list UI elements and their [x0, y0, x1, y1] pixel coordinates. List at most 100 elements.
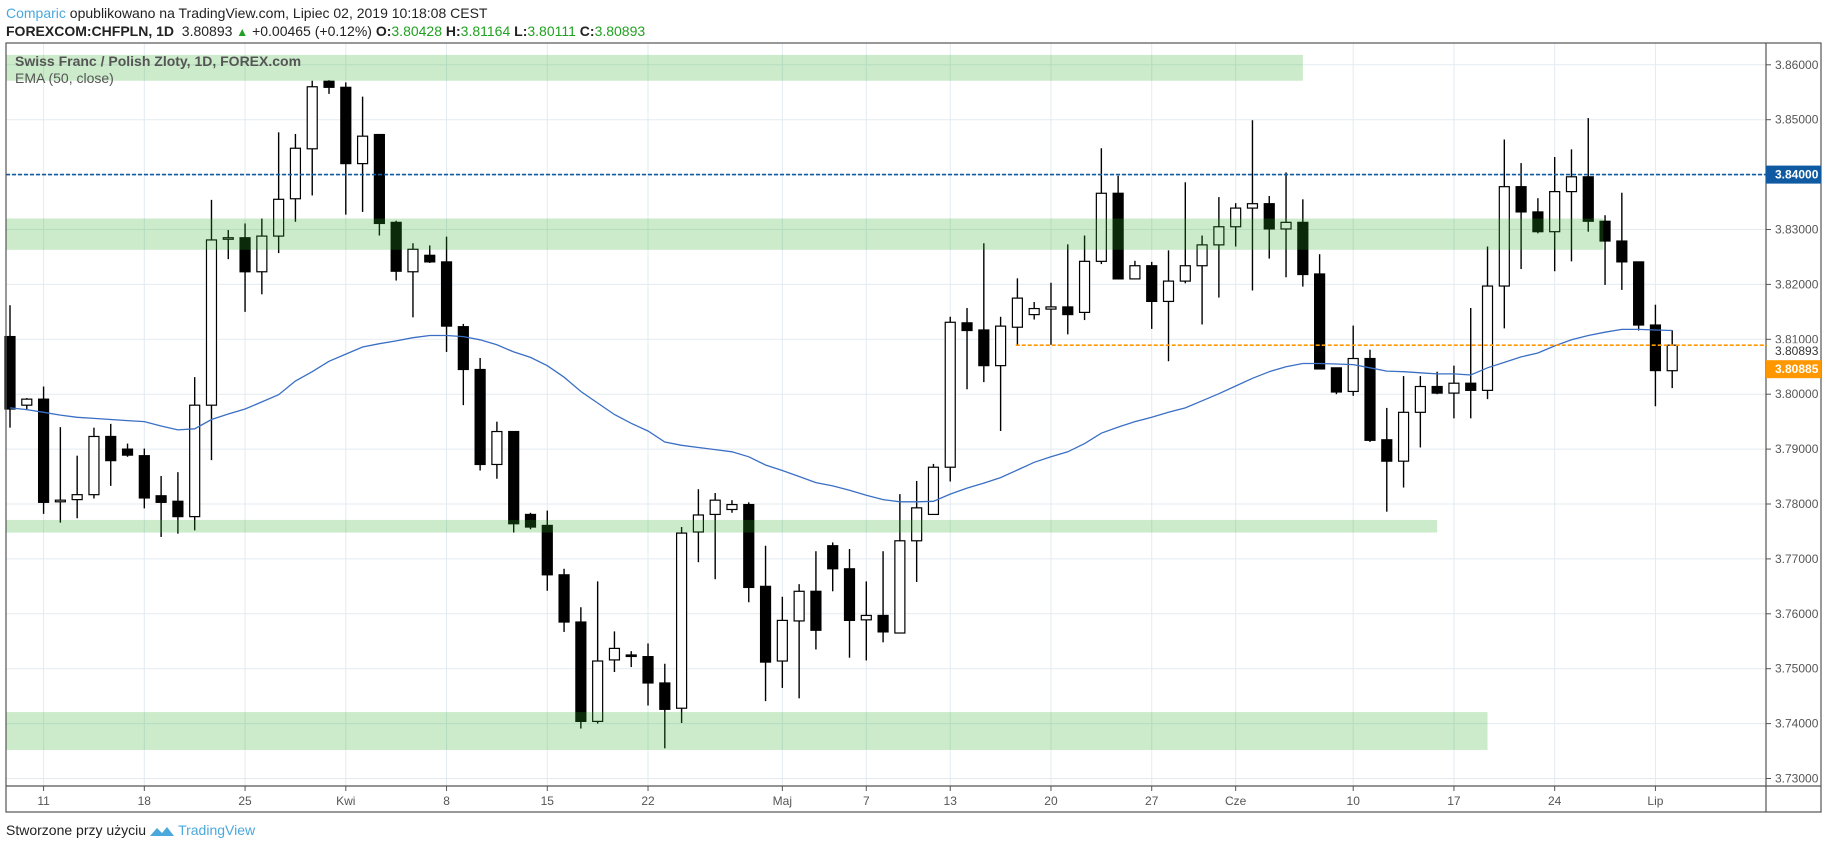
candle-down [508, 430, 520, 533]
candle-body [1582, 176, 1594, 222]
candle-down [440, 236, 453, 352]
candle-body [1448, 382, 1460, 394]
candle-body [1549, 191, 1561, 233]
candle-body [1666, 344, 1678, 372]
candle-up [894, 494, 906, 634]
candle-body [1213, 226, 1225, 246]
candle-up [407, 243, 419, 318]
candle-body [877, 614, 889, 633]
candle-down [1649, 304, 1662, 407]
publish-text: opublikowano na TradingView.com, Lipiec … [69, 5, 488, 21]
price-zone [6, 519, 1438, 533]
x-tick-label: 17 [1447, 794, 1461, 808]
candle-down [743, 502, 755, 603]
candle-down [1297, 199, 1309, 287]
line-price-label: 3.80893 [1775, 344, 1819, 358]
candle-up [1397, 376, 1410, 488]
x-tick-label: 13 [944, 794, 958, 808]
candle-body [575, 621, 587, 723]
candle-body [222, 237, 234, 240]
author-link[interactable]: Comparic [6, 5, 66, 21]
candle-down [575, 607, 587, 729]
candle-up [88, 427, 100, 499]
x-tick-label: 10 [1347, 794, 1361, 808]
candle-body [273, 198, 285, 237]
candle-body [1616, 240, 1628, 263]
candle-body [1381, 439, 1393, 462]
indicator-legend[interactable]: EMA (50, close) [15, 70, 114, 86]
candle-down [1330, 367, 1343, 395]
candle-down [340, 82, 352, 215]
candle-up [1230, 203, 1242, 247]
candle-down [1431, 371, 1443, 395]
low-label: L: [514, 23, 528, 39]
candle-body [21, 398, 33, 406]
candle-down [978, 243, 990, 383]
candle-body [1179, 265, 1191, 282]
candle-up [1481, 246, 1494, 400]
candle-body [776, 619, 788, 662]
candle-down [625, 651, 637, 668]
candle-up [776, 596, 788, 688]
grid [6, 43, 1766, 786]
candle-body [1129, 265, 1141, 280]
price-change: +0.00465 (+0.12%) [252, 23, 372, 39]
footer: Stworzone przy użyciu TradingView [6, 822, 255, 841]
candle-body [105, 435, 117, 462]
candle-up [692, 489, 704, 563]
candle-up [944, 316, 956, 482]
high-label: H: [445, 23, 461, 39]
candle-body [88, 435, 100, 496]
price-zone [6, 218, 1604, 250]
candle-down [323, 80, 335, 94]
x-tick-label: Kwi [336, 794, 355, 808]
chart-title: Swiss Franc / Polish Zloty, 1D, FOREX.co… [15, 53, 301, 69]
candle-down [759, 545, 772, 702]
ema-line-group [9, 328, 1673, 503]
y-tick-label: 3.73000 [1775, 772, 1819, 786]
candle-up [1347, 325, 1359, 396]
candle-down [1515, 163, 1527, 270]
candle-body [843, 568, 856, 621]
candle-down [390, 220, 402, 281]
tradingview-link[interactable]: TradingView [178, 822, 256, 838]
price-zone [6, 712, 1488, 750]
candle-down [843, 549, 856, 658]
publish-info: Comparic opublikowano na TradingView.com… [6, 5, 487, 21]
candle-down [541, 510, 553, 591]
y-tick-label: 3.74000 [1775, 717, 1819, 731]
candle-body [827, 545, 839, 570]
candle-up [491, 421, 503, 479]
candle-up [1162, 250, 1175, 362]
candle-up [1549, 157, 1561, 272]
candle-body [961, 322, 973, 332]
candle-body [1414, 385, 1426, 413]
x-tick-label: 20 [1044, 794, 1058, 808]
close-label: C: [579, 23, 595, 39]
candle-body [1565, 176, 1578, 193]
candle-body [927, 466, 940, 516]
open-label: O: [375, 23, 392, 39]
candle-body [356, 135, 369, 165]
chart-frame [5, 42, 1822, 813]
candle-up [726, 500, 738, 513]
candle-body [138, 455, 150, 499]
candle-down [1263, 196, 1275, 259]
axes: 3.86000 3.85000 3.83000 3.82000 3.81000 3.800… [37, 58, 1821, 808]
candle-body [340, 86, 352, 165]
candle-down [138, 448, 150, 509]
candle-down [1314, 254, 1326, 370]
candle-up [1045, 282, 1057, 345]
candle-body [1196, 244, 1208, 267]
x-tick-label: 25 [238, 794, 252, 808]
x-tick-label: Lip [1647, 794, 1663, 808]
chart-border [5, 42, 1822, 813]
candle-down [1062, 244, 1074, 335]
y-tick-label: 3.75000 [1775, 662, 1819, 676]
candle-up [793, 584, 805, 699]
candle-down [373, 133, 385, 236]
tradingview-logo-icon [149, 824, 175, 841]
candle-up [71, 455, 83, 519]
candle-body [155, 495, 167, 503]
